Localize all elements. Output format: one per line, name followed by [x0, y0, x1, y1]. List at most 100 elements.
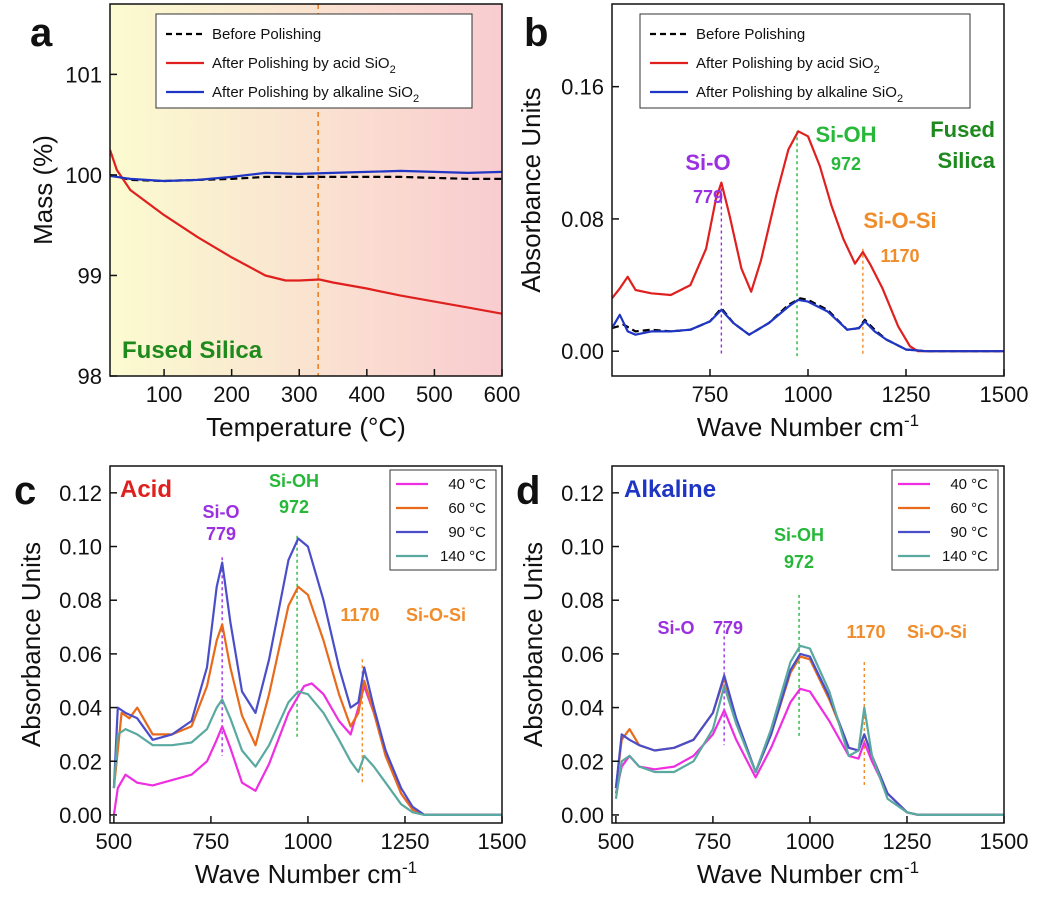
- x-axis-label: Wave Number cm-1: [195, 858, 417, 889]
- y-axis-label: Absorbance Units: [16, 542, 46, 747]
- legend-label: After Polishing by alkaline SiO2: [696, 84, 903, 105]
- plot-frame: [109, 465, 503, 824]
- y-tick-label: 0.12: [561, 481, 604, 506]
- corner-label: Silica: [938, 148, 996, 173]
- corner-label: Alkaline: [624, 476, 716, 503]
- y-tick-label: 101: [65, 62, 102, 87]
- legend-box: [639, 13, 971, 109]
- x-tick-label: 100: [146, 382, 183, 407]
- series-group: [110, 149, 502, 315]
- y-tick-label: 0.16: [561, 75, 604, 100]
- plot-frame: [611, 465, 1005, 824]
- series-line: [612, 130, 1004, 353]
- x-tick-label: 1500: [980, 382, 1029, 407]
- corner-label: Acid: [120, 476, 172, 503]
- legend-label: 40 °C: [448, 476, 486, 493]
- peak-annotation-value: 779: [693, 187, 723, 207]
- y-tick-label: 0.08: [59, 588, 102, 613]
- y-axis-label: Mass (%): [28, 135, 58, 245]
- series-line: [110, 173, 502, 183]
- x-tick-label: 1000: [784, 382, 833, 407]
- legend-label: After Polishing by acid SiO2: [212, 55, 396, 76]
- peak-annotation-label: Si-O: [657, 618, 694, 638]
- series-group: [112, 537, 502, 816]
- plot-frame: [109, 3, 503, 377]
- peak-annotation-value: 1170: [880, 246, 919, 266]
- y-tick-label: 0.10: [561, 535, 604, 560]
- panel-c: c 500 750 1000 1250 1500 0.00 0.02 0.04 0.06 0.08 0…: [14, 465, 527, 889]
- y-tick-label: 100: [65, 163, 102, 188]
- x-tick-label: 1500: [980, 829, 1029, 854]
- panel-b: b 750 1000 1250 1500 0.00 0.08 0.16 Wave Number …: [516, 3, 1029, 442]
- x-tick-label: 750: [692, 382, 729, 407]
- peak-annotation-value: 779: [206, 524, 236, 544]
- series-line: [110, 149, 502, 315]
- panel-a: a 100 200 300 400 500 600 98 99 100 101 Temperature…: [28, 3, 520, 442]
- y-tick-label: 0.00: [59, 803, 102, 828]
- x-axis-label: Temperature (°C): [206, 412, 406, 442]
- y-tick-label: 0.12: [59, 481, 102, 506]
- y-axis-label: Absorbance Units: [518, 542, 548, 747]
- y-tick-label: 0.08: [561, 588, 604, 613]
- legend-box: [891, 469, 999, 571]
- y-tick-label: 0.08: [561, 207, 604, 232]
- legend-label: Before Polishing: [212, 26, 321, 43]
- x-tick-label: 750: [193, 829, 230, 854]
- y-tick-label: 0.04: [59, 696, 102, 721]
- series-line: [612, 298, 1004, 353]
- series-line: [614, 655, 1004, 816]
- x-tick-label: 1500: [478, 829, 527, 854]
- x-tick-label: 1250: [380, 829, 429, 854]
- series-line: [112, 690, 502, 816]
- series-line: [614, 652, 1004, 816]
- y-tick-label: 0.10: [59, 535, 102, 560]
- legend-label: 90 °C: [448, 524, 486, 541]
- corner-label: Fused: [930, 117, 995, 142]
- peak-annotation-label: Si-O-Si: [907, 622, 967, 642]
- x-tick-label: 500: [598, 829, 635, 854]
- x-tick-label: 1250: [882, 829, 931, 854]
- legend-label: 140 °C: [440, 548, 486, 565]
- peak-annotation-value: 1170: [846, 622, 885, 642]
- peak-annotation-value: 779: [713, 618, 743, 638]
- series-line: [112, 537, 502, 816]
- x-axis-label: Wave Number cm-1: [697, 858, 919, 889]
- legend-label: After Polishing by acid SiO2: [696, 55, 880, 76]
- series-line: [112, 682, 502, 816]
- panel-label: d: [516, 469, 540, 513]
- legend-box: [389, 469, 497, 571]
- corner-label: Fused Silica: [122, 337, 263, 364]
- x-tick-label: 1000: [283, 829, 332, 854]
- legend-label: 60 °C: [448, 500, 486, 517]
- legend-label: 90 °C: [950, 524, 988, 541]
- panel-label: a: [30, 11, 53, 55]
- x-tick-label: 500: [416, 382, 453, 407]
- peak-annotation-label: Si-O-Si: [863, 208, 936, 233]
- y-tick-label: 0.06: [561, 642, 604, 667]
- x-tick-label: 200: [213, 382, 250, 407]
- series-group: [614, 644, 1004, 816]
- series-group: [612, 130, 1004, 353]
- x-tick-label: 1000: [785, 829, 834, 854]
- series-line: [112, 585, 502, 816]
- series-line: [110, 169, 502, 183]
- x-tick-label: 400: [348, 382, 385, 407]
- peak-annotation-label: Si-O: [685, 150, 730, 175]
- legend-label: 40 °C: [950, 476, 988, 493]
- legend-box: [155, 13, 473, 109]
- series-line: [614, 644, 1004, 816]
- peak-annotation-value: 1170: [340, 605, 379, 625]
- legend-label: Before Polishing: [696, 26, 805, 43]
- peak-annotation-value: 972: [831, 154, 861, 174]
- y-tick-label: 0.02: [59, 749, 102, 774]
- y-tick-label: 0.00: [561, 339, 604, 364]
- x-tick-label: 500: [96, 829, 133, 854]
- peak-annotation-label: Si-O: [202, 502, 239, 522]
- x-tick-label: 300: [281, 382, 318, 407]
- y-tick-label: 0.06: [59, 642, 102, 667]
- y-axis-label: Absorbance Units: [516, 87, 546, 292]
- legend-label: After Polishing by alkaline SiO2: [212, 84, 419, 105]
- peak-annotation-value: 972: [279, 497, 309, 517]
- y-tick-label: 0.02: [561, 749, 604, 774]
